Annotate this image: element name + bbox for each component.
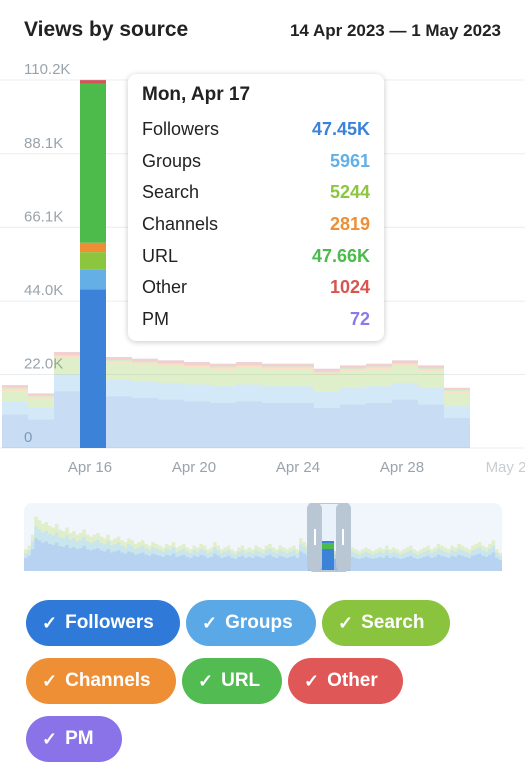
tooltip-series-value: 2819: [329, 214, 370, 235]
highlight-bar-search: [80, 252, 106, 270]
tooltip-series-name: URL: [142, 245, 179, 266]
tooltip-row: Channels 2819: [142, 209, 370, 241]
tooltip-series-value: 1024: [329, 277, 370, 298]
y-tick-label: 66.1K: [24, 208, 63, 225]
tooltip-series-value: 47.45K: [311, 119, 370, 140]
tooltip-row: Other 1024: [142, 272, 370, 304]
check-icon: ✓: [42, 670, 58, 691]
chart-title: Views by source: [24, 18, 189, 41]
tooltip-row: Groups 5961: [142, 146, 370, 178]
highlight-bar-channels: [80, 242, 106, 253]
chip-label: PM: [65, 728, 94, 749]
y-tick-label: 44.0K: [24, 282, 63, 299]
tooltip-series-name: Other: [142, 277, 188, 298]
x-tick-label: Apr 28: [380, 459, 424, 476]
check-icon: ✓: [42, 612, 58, 633]
navigator-mask-right: [350, 503, 502, 571]
chip-label: Search: [361, 612, 425, 633]
x-tick-label: May 2: [486, 459, 525, 476]
tooltip-row: URL 47.66K: [142, 240, 370, 272]
check-icon: ✓: [304, 670, 320, 691]
tooltip-series-value: 5961: [329, 150, 370, 171]
y-tick-label: 0: [24, 429, 32, 446]
date-range[interactable]: 14 Apr 2023 — 1 May 2023: [289, 21, 501, 40]
chip-groups[interactable]: ✓ Groups: [186, 600, 316, 646]
check-icon: ✓: [202, 612, 218, 633]
navigator-series: [24, 516, 502, 571]
chip-url[interactable]: ✓ URL: [182, 658, 282, 704]
tooltip-row: Search 5244: [142, 177, 370, 209]
tooltip-date: Mon, Apr 17: [142, 84, 251, 105]
check-icon: ✓: [42, 728, 58, 749]
series-area-groups: [2, 374, 470, 420]
chart-header: Views by source 14 Apr 2023 — 1 May 2023: [0, 0, 525, 64]
y-tick-label: 110.2K: [24, 64, 70, 78]
chip-label: Channels: [65, 670, 151, 691]
series-area-followers: [2, 391, 470, 448]
series-area-search: [2, 357, 470, 408]
chip-channels[interactable]: ✓ Channels: [26, 658, 176, 704]
chip-search[interactable]: ✓ Search: [322, 600, 450, 646]
chip-label: Groups: [225, 612, 293, 633]
navigator-area: [24, 538, 502, 571]
chip-pm[interactable]: ✓ PM: [26, 716, 122, 762]
highlight-bar-followers: [80, 289, 106, 448]
navigator-grip: [314, 529, 316, 545]
range-navigator[interactable]: [24, 503, 502, 573]
tooltip-row: PM 72: [142, 304, 370, 336]
tooltip-series-name: Groups: [142, 150, 202, 171]
chip-other[interactable]: ✓ Other: [288, 658, 403, 704]
check-icon: ✓: [198, 670, 214, 691]
series-areas: [2, 351, 470, 448]
highlight-bar-url: [80, 83, 106, 243]
x-tick-label: Apr 16: [68, 459, 112, 476]
tooltip: Mon, Apr 17 Followers 47.45K Groups 5961 Sea…: [128, 74, 384, 341]
chip-label: URL: [221, 670, 261, 691]
tooltip-series-name: Followers: [142, 119, 220, 140]
check-icon: ✓: [338, 612, 354, 633]
tooltip-series-name: PM: [142, 308, 169, 329]
highlight-bar-other: [80, 80, 106, 84]
highlighted-column: [80, 79, 106, 448]
navigator-mask-left: [24, 503, 308, 571]
navigator-grip: [342, 529, 344, 545]
tooltip-series-name: Channels: [142, 214, 219, 235]
x-axis: Apr 16 Apr 20 Apr 24 Apr 28 May 2: [68, 459, 525, 476]
y-tick-label: 22.0K: [24, 356, 63, 373]
tooltip-series-value: 47.66K: [311, 245, 370, 266]
x-tick-label: Apr 20: [172, 459, 216, 476]
chip-followers[interactable]: ✓ Followers: [26, 600, 180, 646]
highlight-bar-groups: [80, 269, 106, 290]
tooltip-series-value: 72: [349, 308, 370, 329]
chip-label: Other: [327, 670, 378, 691]
chip-label: Followers: [65, 612, 154, 633]
y-tick-label: 88.1K: [24, 135, 63, 152]
navigator-highlight-bar: [322, 543, 334, 549]
x-tick-label: Apr 24: [276, 459, 320, 476]
tooltip-series-name: Search: [142, 182, 200, 203]
tooltip-row: Followers 47.45K: [142, 114, 370, 146]
tooltip-series-value: 5244: [329, 182, 370, 203]
